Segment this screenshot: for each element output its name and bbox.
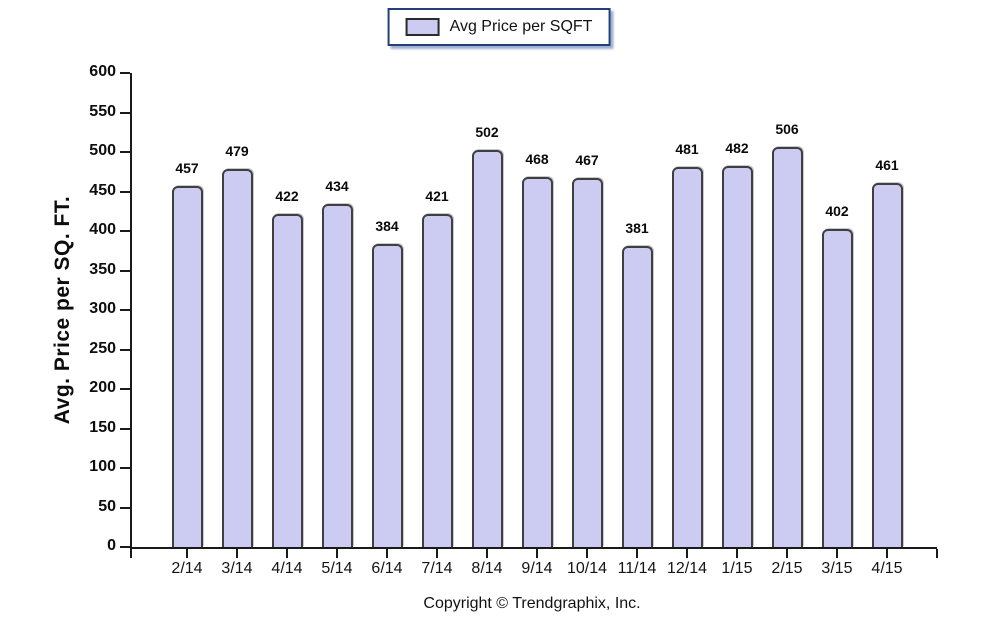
bar-value-label: 457	[175, 159, 199, 176]
bar-value-label: 384	[375, 217, 399, 234]
y-tick	[120, 72, 130, 74]
bar	[371, 243, 403, 547]
y-tick	[120, 348, 130, 351]
bar-value-label: 421	[425, 188, 449, 205]
x-tick-label: 12/14	[666, 560, 708, 577]
x-axis-end-tick	[936, 549, 938, 558]
bar-value-label: 461	[875, 156, 899, 173]
x-tick-label: 11/14	[617, 560, 657, 577]
bar-value-label: 467	[575, 152, 599, 169]
y-tick	[120, 427, 130, 430]
x-tick-label: 4/15	[871, 560, 903, 577]
y-tick	[120, 111, 130, 114]
x-tick-label: 8/14	[471, 560, 503, 577]
x-tick	[586, 549, 588, 558]
x-tick	[786, 549, 788, 558]
bar	[521, 177, 553, 547]
bar	[671, 167, 703, 547]
x-tick	[236, 549, 238, 558]
y-tick	[120, 269, 130, 272]
y-tick	[120, 190, 130, 193]
legend-swatch-icon	[405, 18, 440, 36]
y-tick-label: 400	[89, 221, 116, 238]
bar	[621, 246, 653, 547]
x-tick	[886, 549, 888, 558]
x-tick	[336, 549, 338, 558]
bar-value-label: 468	[525, 151, 549, 168]
y-tick-label: 200	[89, 379, 116, 396]
bar-value-label: 422	[275, 187, 299, 204]
copyright-text: Copyright © Trendgraphix, Inc.	[423, 595, 641, 612]
x-tick	[536, 549, 538, 558]
bar-value-label: 402	[825, 203, 849, 220]
x-tick-label: 6/14	[371, 560, 403, 577]
x-tick-label: 7/14	[421, 560, 453, 577]
y-tick	[120, 309, 130, 311]
x-axis-end-tick	[130, 549, 132, 558]
x-tick-label: 9/14	[521, 560, 553, 577]
y-tick	[120, 467, 130, 469]
x-tick	[836, 549, 838, 558]
x-tick-label: 3/15	[821, 560, 853, 577]
y-tick-label: 450	[89, 181, 116, 199]
bar	[221, 168, 253, 547]
legend: Avg Price per SQFT	[387, 8, 611, 46]
bar	[321, 204, 353, 547]
x-tick	[686, 549, 688, 558]
bar	[171, 185, 203, 547]
x-tick-label: 4/14	[271, 560, 303, 577]
y-tick	[120, 388, 130, 390]
bar	[821, 229, 853, 547]
bar-value-label: 381	[625, 220, 649, 236]
bar	[571, 178, 603, 547]
y-tick-label: 300	[89, 300, 116, 317]
bar	[871, 182, 903, 547]
x-tick	[286, 549, 288, 558]
y-tick-label: 150	[89, 418, 116, 436]
x-tick-label: 10/14	[566, 560, 608, 577]
bar-value-label: 482	[725, 140, 749, 157]
x-tick-label: 1/15	[721, 560, 753, 577]
y-tick-label: 550	[89, 102, 116, 120]
bar	[771, 147, 803, 547]
y-tick-label: 100	[89, 458, 116, 475]
y-tick	[120, 230, 130, 232]
bar-value-label: 506	[775, 121, 799, 138]
bar-value-label: 502	[475, 124, 499, 141]
y-tick-label: 600	[89, 63, 116, 80]
y-tick-label: 500	[89, 142, 116, 159]
plot-area: 0 50 100 150 200 250 300 350 400 450 500 550 600 457 2…	[89, 63, 938, 577]
x-tick	[486, 549, 488, 558]
y-tick-label: 50	[98, 497, 116, 515]
y-tick	[120, 151, 130, 153]
x-tick-label: 3/14	[221, 560, 253, 577]
bar	[721, 166, 753, 547]
x-tick-label: 2/15	[771, 560, 803, 577]
x-tick	[386, 549, 388, 558]
x-tick	[636, 549, 638, 558]
bar-value-label: 479	[225, 142, 249, 159]
bar	[471, 150, 503, 547]
y-tick-label: 0	[107, 537, 116, 554]
bar-value-label: 481	[675, 141, 699, 157]
legend-label: Avg Price per SQFT	[449, 18, 593, 35]
bar	[271, 213, 303, 547]
y-tick	[120, 546, 130, 548]
bar-value-label: 434	[325, 178, 349, 195]
bar	[421, 214, 453, 547]
x-tick	[186, 549, 188, 558]
x-tick-label: 5/14	[321, 560, 353, 577]
x-tick	[736, 549, 738, 558]
x-tick	[436, 549, 438, 558]
y-tick-label: 350	[89, 260, 116, 278]
y-tick	[120, 506, 130, 509]
x-tick-label: 2/14	[171, 560, 203, 577]
y-tick-label: 250	[89, 339, 116, 357]
